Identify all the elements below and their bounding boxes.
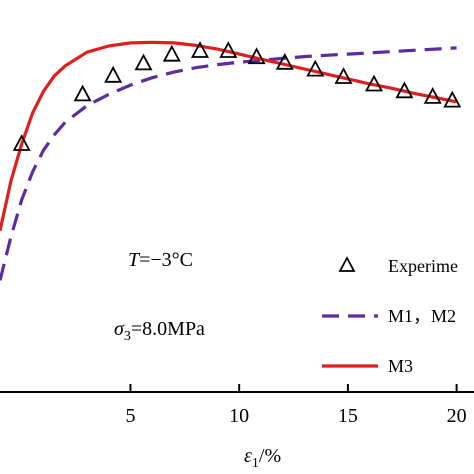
series-line-m1m2 <box>0 46 457 281</box>
x-tick-label: 20 <box>447 405 467 427</box>
annotation-sigma-value: =8.0MPa <box>131 318 205 340</box>
experiment-point <box>443 90 462 108</box>
series-line-m3 <box>0 40 457 232</box>
legend-label-experiment: Experime <box>388 256 458 276</box>
x-axis-label-epsilon: ε <box>244 445 252 467</box>
x-axis-label-unit: /% <box>259 445 281 467</box>
legend-label-m1m2: M1，M2 <box>388 306 456 326</box>
annotation-temperature-symbol: T <box>128 249 141 271</box>
experiment-point <box>190 41 210 58</box>
annotation-sigma-subscript: 3 <box>124 329 131 344</box>
annotation-confining-pressure: σ3=8.0MPa <box>114 318 205 344</box>
annotation-sigma-symbol: σ <box>114 318 125 340</box>
series-layer <box>0 40 462 281</box>
x-tick-label: 10 <box>229 405 249 427</box>
experiment-point <box>219 41 238 58</box>
x-axis-label-subscript: 1 <box>252 456 259 471</box>
annotation-temperature: T=−3°C <box>128 249 193 271</box>
experiment-point <box>134 53 153 71</box>
experiment-point <box>12 134 31 151</box>
experiment-point <box>334 67 353 84</box>
legend-marker-experiment <box>338 256 356 272</box>
x-tick-label: 15 <box>338 405 358 427</box>
legend: Experime M1，M2 M3 <box>322 256 458 376</box>
x-axis-label: ε1/% <box>244 445 281 471</box>
experiment-point <box>73 84 92 102</box>
experiment-point <box>247 47 266 65</box>
experiment-point <box>423 86 442 104</box>
experiment-point <box>162 44 181 62</box>
x-ticks: 5 10 15 20 <box>125 384 467 427</box>
experiment-point <box>104 65 123 83</box>
experiment-point <box>395 81 414 99</box>
x-tick-label: 5 <box>125 405 135 427</box>
experiment-point <box>364 74 384 92</box>
experiment-point <box>275 52 294 70</box>
annotation-temperature-value: =−3°C <box>139 249 193 271</box>
experiment-point <box>306 59 325 77</box>
legend-label-m3: M3 <box>388 356 413 376</box>
